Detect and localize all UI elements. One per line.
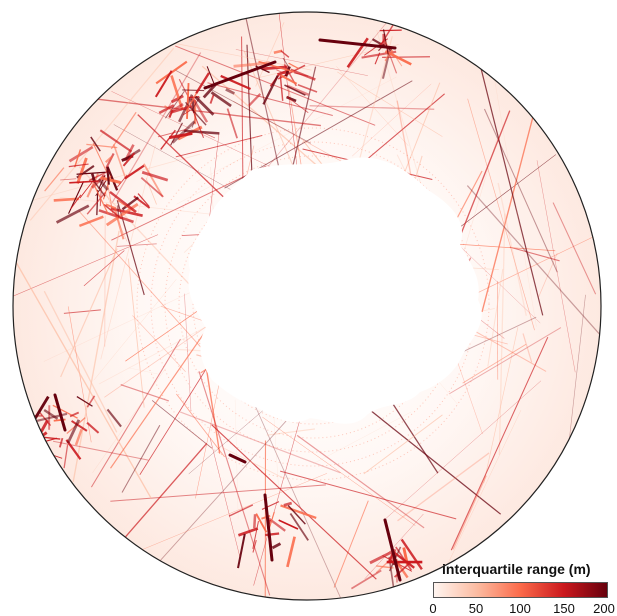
colorbar-tick-150: 150 <box>553 601 575 616</box>
colorbar <box>433 582 608 598</box>
colorbar-tick-100: 100 <box>509 601 531 616</box>
colorbar-tick-0: 0 <box>429 601 436 616</box>
colorbar-title: interquartile range (m) <box>442 561 591 577</box>
colorbar-tick-200: 200 <box>593 601 615 616</box>
colorbar-tick-50: 50 <box>469 601 483 616</box>
